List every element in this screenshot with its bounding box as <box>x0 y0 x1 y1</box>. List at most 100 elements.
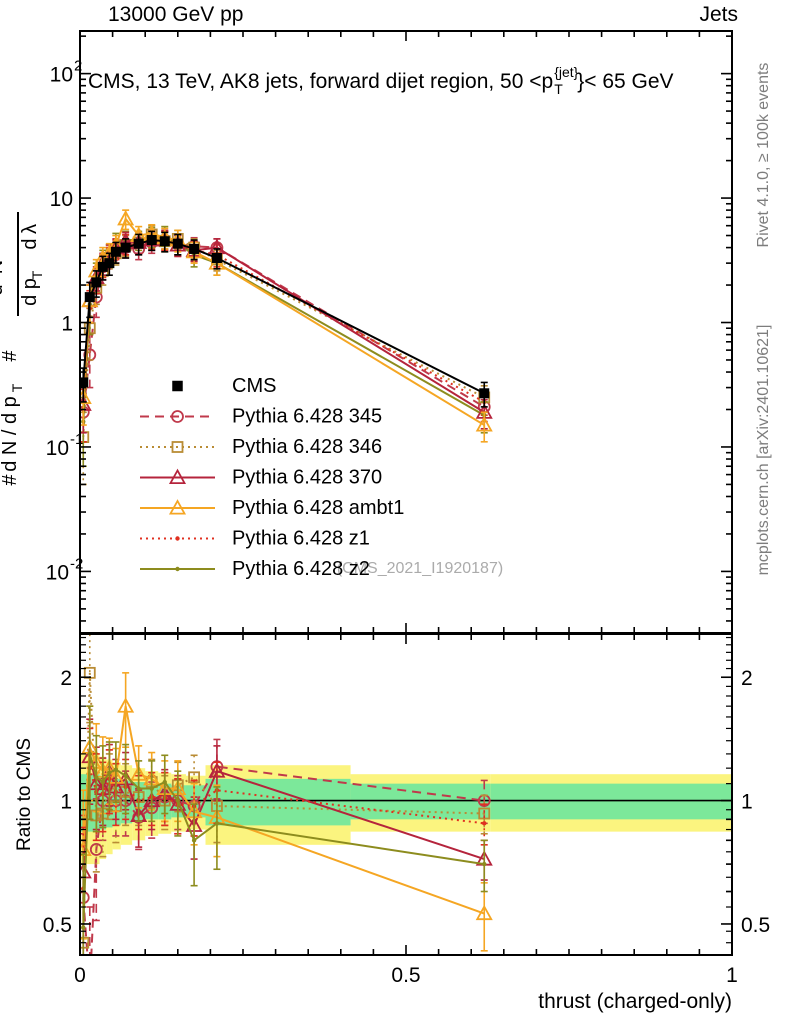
tick-exponent: -1 <box>70 431 83 448</box>
ratio-y-axis-label: Ratio to CMS <box>14 738 35 851</box>
ylabel-hash-2: # <box>0 350 21 362</box>
main-title-text: CMS, 13 TeV, AK8 jets, forward dijet reg… <box>88 70 553 93</box>
series-line <box>82 233 485 438</box>
ratio-y-tick-label-0.5: 0.5 <box>43 914 72 937</box>
ylabel-den-dlam: d <box>19 238 41 249</box>
marker-dot <box>107 770 112 775</box>
legend-item[interactable]: CMS <box>172 375 276 397</box>
ratio-series-pythia-6-428-z2 <box>81 705 488 954</box>
marker-dot <box>149 786 154 791</box>
sidebar-source: mcplots.cern.ch [arXiv:2401.10621] <box>755 325 772 576</box>
series-line <box>82 672 485 943</box>
marker-square-filled <box>104 258 115 269</box>
marker-square-filled <box>97 261 108 272</box>
legend-item[interactable]: Pythia 6.428 z1 <box>140 528 370 550</box>
marker-square-filled <box>479 388 490 399</box>
legend-label: Pythia 6.428 z2 <box>232 558 370 580</box>
marker-square-filled <box>211 252 222 263</box>
marker-dot <box>482 861 487 867</box>
marker-triangle <box>208 762 226 778</box>
ylabel-num: d N / d p <box>0 396 21 472</box>
ratio-y-tick-label-2: 2 <box>60 667 72 690</box>
ylabel-den-d: d <box>0 284 7 295</box>
ylabel-den-N: N <box>0 260 7 274</box>
marker-dot <box>123 773 128 778</box>
marker-circle <box>171 410 184 423</box>
ylabel-den-dp: d p <box>19 278 41 306</box>
watermark: (CMS_2021_I1920187) <box>337 560 503 577</box>
series-pythia-6-428-370 <box>81 229 493 434</box>
marker-dot <box>175 798 180 803</box>
legend: CMS Pythia 6.428 345 Pythia 6.428 346 Pythi… <box>140 375 404 580</box>
y-tick-label-1: 1 <box>61 313 73 336</box>
marker-circle <box>89 843 103 856</box>
marker-dot <box>162 779 167 785</box>
tick-label: 10 <box>46 561 69 584</box>
y-tick-label-0.1: 10 -1 <box>46 431 84 460</box>
x-tick-label-0.5: 0.5 <box>391 964 420 987</box>
marker-triangle <box>168 468 187 485</box>
marker-square <box>478 807 491 820</box>
sidebar-rivet-version: Rivet 4.1.0, ≥ 100k events <box>755 63 772 248</box>
marker-triangle <box>117 210 135 226</box>
x-tick-label-0: 0 <box>74 964 86 987</box>
marker-dot <box>81 925 86 930</box>
ylabel-den-sub: T <box>29 270 45 279</box>
marker-triangle <box>117 697 135 713</box>
tick-exponent: -2 <box>70 555 83 572</box>
ylabel-hash-1: # <box>0 474 21 486</box>
legend-item[interactable]: Pythia 6.428 370 <box>140 467 382 489</box>
marker-triangle <box>475 416 493 432</box>
marker-dot <box>136 786 141 791</box>
legend-label: Pythia 6.428 ambt1 <box>232 497 404 519</box>
ratio-band-inner <box>205 778 351 826</box>
marker-dot <box>100 779 106 785</box>
legend-item[interactable]: Pythia 6.428 ambt1 <box>140 497 404 519</box>
y-tick-label-0.01: 10 -2 <box>46 555 84 584</box>
legend-label: CMS <box>232 375 276 397</box>
series-cms <box>81 230 490 408</box>
marker-triangle <box>475 904 493 921</box>
tick-exponent: 2 <box>74 58 82 75</box>
series-pythia-6-428-z2 <box>81 225 488 468</box>
marker-square-filled <box>91 277 102 288</box>
ratio-band-inner <box>490 783 732 820</box>
marker-dot <box>94 775 99 780</box>
ylabel-num-sub: T <box>9 383 25 392</box>
ratio-y-tick-label-right-0.5: 0.5 <box>741 914 770 937</box>
marker-square-filled <box>84 292 95 303</box>
marker-square-filled <box>189 243 200 254</box>
marker-square <box>171 441 184 453</box>
series-line <box>82 234 485 422</box>
ratio-y-tick-label-right-2: 2 <box>741 667 753 690</box>
legend-item[interactable]: Pythia 6.428 345 <box>140 406 382 428</box>
marker-dot <box>175 566 180 572</box>
main-title: CMS, 13 TeV, AK8 jets, forward dijet reg… <box>88 64 674 97</box>
y-tick-label-100: 10 2 <box>50 58 83 87</box>
marker-square-filled <box>133 238 144 249</box>
marker-square-filled <box>81 377 89 388</box>
legend-item[interactable]: Pythia 6.428 z2 <box>140 558 370 580</box>
main-panel-frame <box>79 30 733 634</box>
marker-dot <box>214 821 220 826</box>
marker-dot <box>191 838 197 843</box>
main-title-tail: }< 65 GeV <box>577 70 673 93</box>
marker-triangle <box>81 388 92 404</box>
marker-dot <box>113 767 119 772</box>
series-line <box>82 237 485 410</box>
marker-dot <box>175 536 180 541</box>
legend-item[interactable]: Pythia 6.428 346 <box>140 436 382 458</box>
legend-label: Pythia 6.428 z1 <box>232 528 370 550</box>
marker-square-filled <box>172 380 183 392</box>
x-tick-label-1: 1 <box>726 964 738 987</box>
y-tick-label-10: 10 <box>50 188 73 211</box>
ylabel-lambda: λ <box>19 224 41 234</box>
marker-dot <box>87 751 92 757</box>
x-axis-label: thrust (charged-only) <box>538 990 732 1013</box>
marker-square-filled <box>159 236 170 247</box>
ratio-y-tick-label-right-1: 1 <box>741 791 753 814</box>
series-line <box>82 237 485 414</box>
marker-square-filled <box>110 246 121 257</box>
